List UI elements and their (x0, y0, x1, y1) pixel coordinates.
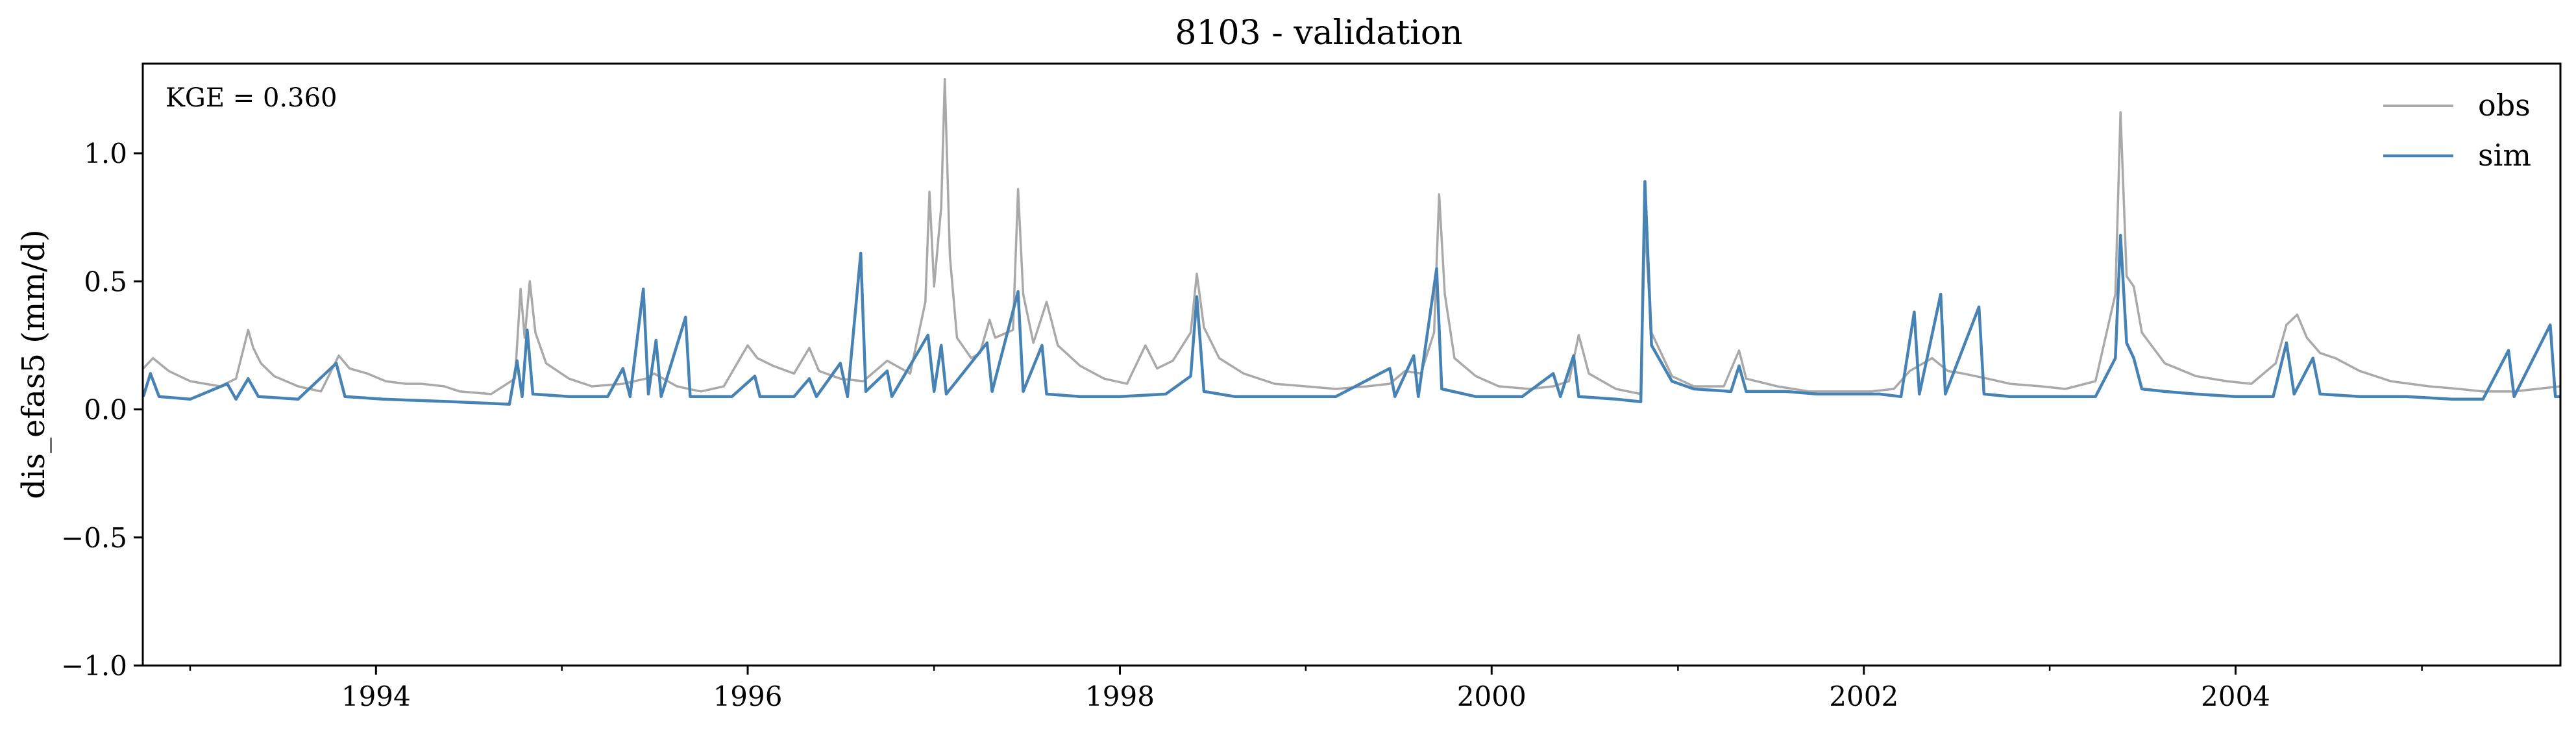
y-tick-label: −0.5 (61, 522, 127, 554)
chart-title: 8103 - validation (1175, 14, 1462, 53)
x-tick-label: 2002 (1829, 680, 1898, 712)
legend: obs sim (2383, 88, 2531, 173)
y-tick-label: −1.0 (61, 650, 127, 682)
y-tick-label: 0.5 (84, 266, 127, 297)
y-tick-label: 0.0 (84, 394, 127, 426)
legend-sim-label: sim (2478, 138, 2531, 173)
series-layer (141, 77, 2561, 406)
x-tick-label: 1994 (341, 680, 411, 712)
y-axis: −1.0 −0.5 0.0 0.5 1.0 (61, 138, 143, 682)
axes-frame (141, 62, 2562, 667)
x-tick-label: 1998 (1085, 680, 1155, 712)
x-tick-label: 2000 (1457, 680, 1527, 712)
plot-area (141, 62, 2562, 667)
series-line-obs (142, 77, 2561, 395)
kge-annotation: KGE = 0.360 (166, 83, 337, 113)
x-axis: 1994 1996 1998 2000 2002 2004 (189, 666, 2423, 712)
x-tick-label: 1996 (713, 680, 783, 712)
x-tick-label: 2004 (2201, 680, 2270, 712)
legend-obs-label: obs (2478, 88, 2531, 123)
y-axis-label: dis_efas5 (mm/d) (16, 229, 52, 499)
y-tick-label: 1.0 (84, 138, 127, 169)
series-line-sim (141, 180, 2560, 406)
